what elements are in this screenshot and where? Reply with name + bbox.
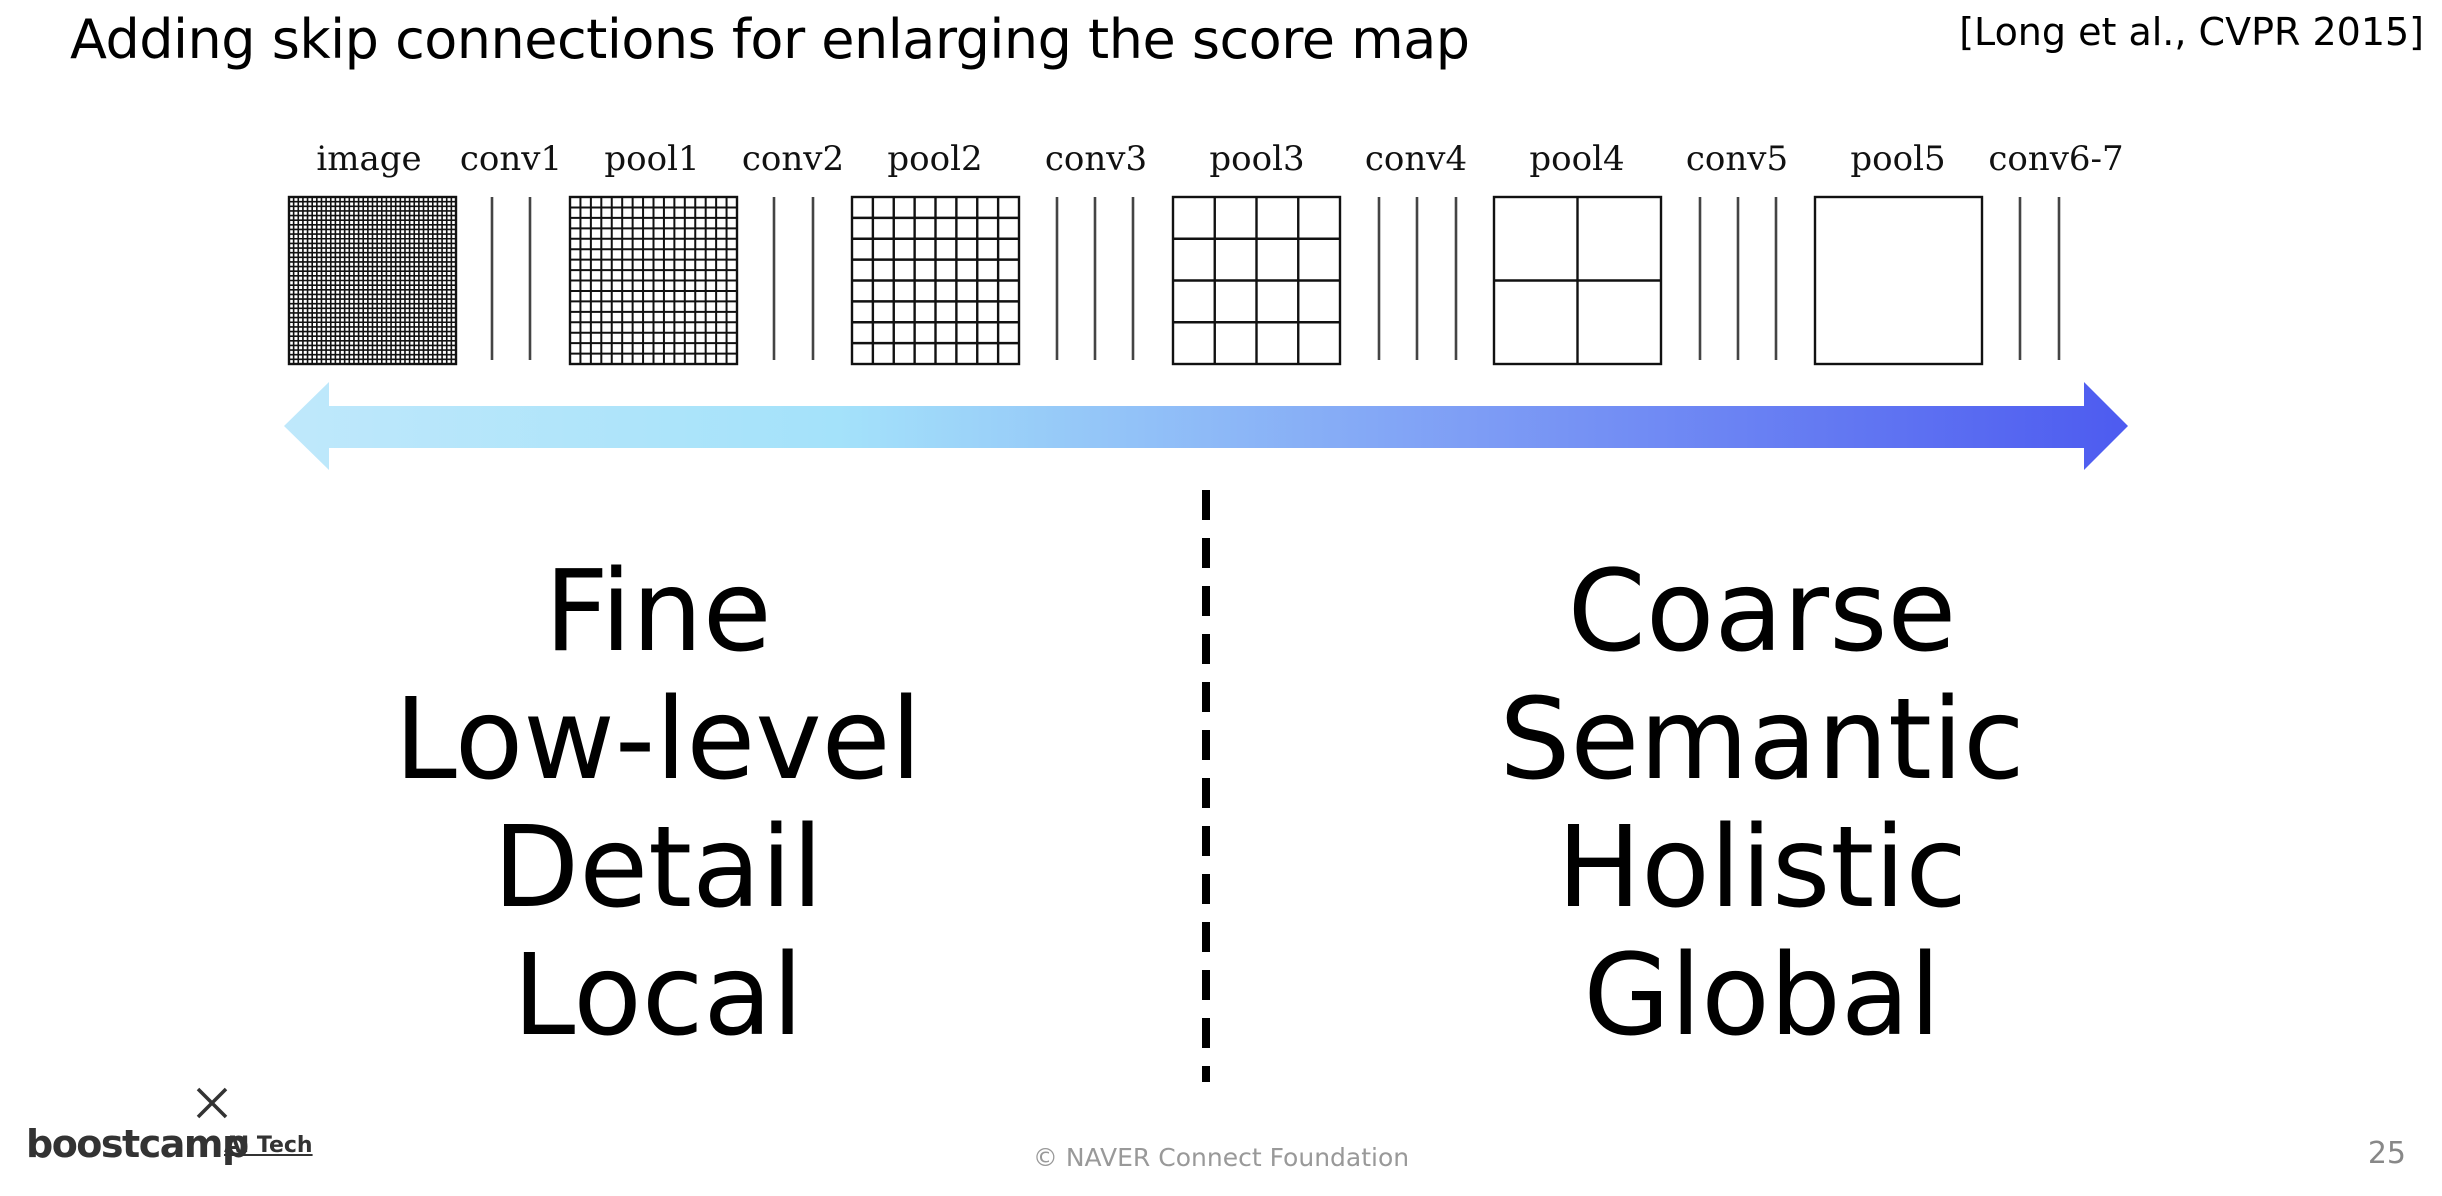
word-semantic: Semantic [1499,675,2025,805]
stage-label-pool1: pool1 [604,139,699,179]
stage-image: image [287,139,458,366]
stage-pool2: pool2 [850,139,1021,366]
word-global: Global [1583,931,1941,1061]
stage-label-pool3: pool3 [1209,139,1304,179]
boostcamp-logo: boostcamp [26,1122,249,1166]
slide-title: Adding skip connections for enlarging th… [70,8,1470,71]
stage-label-conv3: conv3 [1045,139,1147,179]
citation: [Long et al., CVPR 2015] [1959,10,2424,54]
stage-label-conv6-7: conv6-7 [1988,139,2123,179]
stage-label-pool2: pool2 [887,139,982,179]
stage-label-conv4: conv4 [1365,139,1467,179]
copyright-text: NAVER Connect Foundation [1065,1143,1410,1172]
stage-conv2: conv2 [742,139,844,360]
stage-label-conv5: conv5 [1686,139,1788,179]
word-detail: Detail [493,803,823,933]
stage-conv3: conv3 [1045,139,1147,360]
spectrum-arrow [284,382,2128,470]
ai-tech-logo: AI Tech [224,1133,313,1158]
fcn-resolution-diagram: image conv1 pool1 conv2 pool2 conv3 pool3 conv4… [284,139,2128,1082]
footer-copyright: © NAVER Connect Foundation [0,1143,2442,1172]
stage-pool1: pool1 [568,139,739,366]
stage-pool5: pool5 [1813,139,1984,366]
stage-conv5: conv5 [1686,139,1788,360]
boostcamp-x-icon [196,1087,228,1119]
stage-label-conv1: conv1 [460,139,562,179]
fine-features-list: Fine Low-level Detail Local [258,548,1058,1060]
stage-pool3: pool3 [1171,139,1342,366]
copyright-icon: © [1032,1143,1058,1172]
feature-map-pool5 [1813,195,1984,366]
word-fine: Fine [544,547,772,677]
word-low-level: Low-level [394,675,922,805]
stage-conv6-7: conv6-7 [1988,139,2124,360]
coarse-features-list: Coarse Semantic Holistic Global [1362,548,2162,1060]
word-local: Local [512,931,804,1061]
page-number: 25 [2367,1136,2406,1171]
stage-conv1: conv1 [460,139,562,360]
word-coarse: Coarse [1567,547,1957,677]
stage-conv4: conv4 [1365,139,1467,360]
stage-pool4: pool4 [1492,139,1663,366]
stage-label-pool4: pool4 [1529,139,1624,179]
stage-label-pool5: pool5 [1850,139,1945,179]
stage-label-conv2: conv2 [742,139,844,179]
stage-label-image: image [316,139,421,179]
word-holistic: Holistic [1557,803,1967,933]
